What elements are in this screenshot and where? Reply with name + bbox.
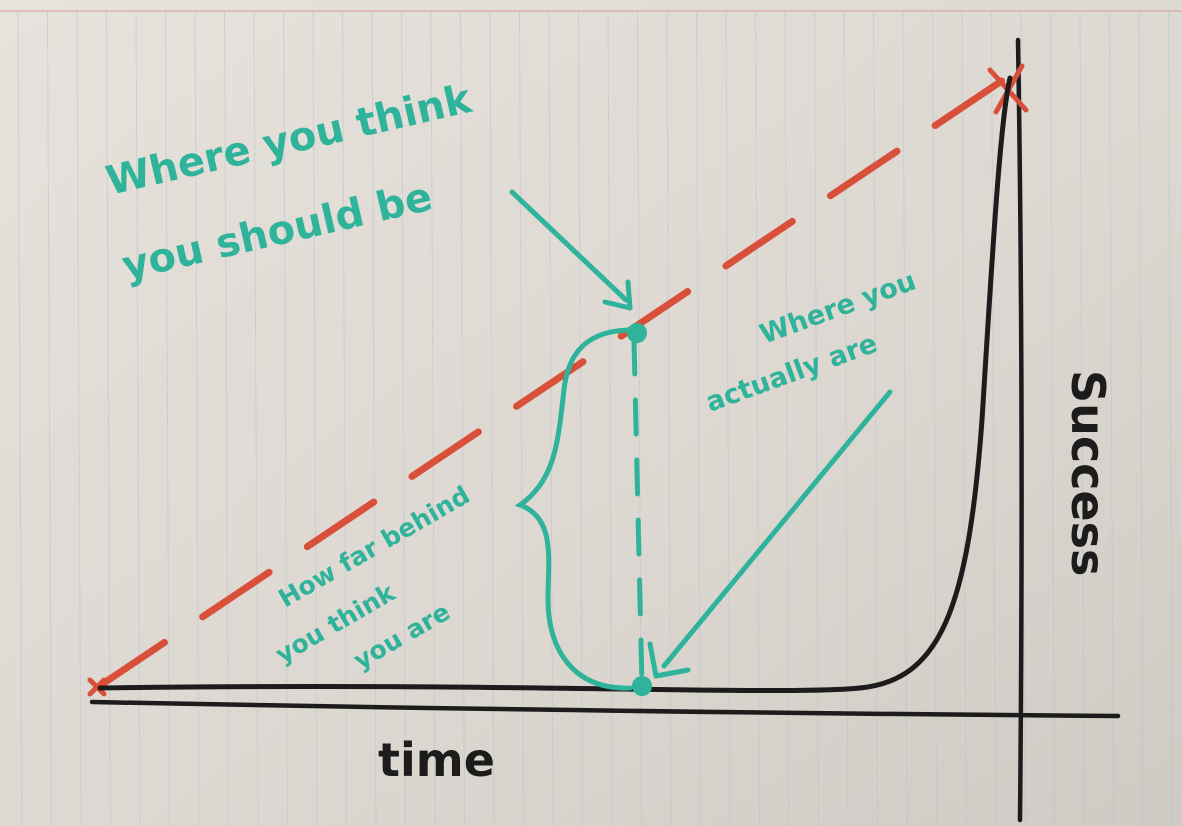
ruled-line [283,11,288,826]
ruled-line [76,11,82,826]
ruled-line [1079,11,1085,826]
ruled-line [1138,11,1144,826]
ruled-line [460,11,465,826]
should-be-point [627,323,647,343]
ruled-line [47,11,52,826]
ruled-line [932,11,937,826]
ruled-line [961,11,967,826]
x-axis [89,699,1121,719]
ruled-line [1109,11,1114,826]
ruled-line [401,11,406,826]
ruled-line [489,11,495,826]
arrow-to-actually-are-head [647,641,691,679]
ruled-line [253,11,259,826]
ruled-line [991,11,996,826]
arrow-to-should-be-head [602,279,633,311]
ruled-line [135,11,141,826]
ruled-line [194,11,200,826]
ruled-line [165,11,170,826]
gap-brace [514,327,635,691]
gap-dashed-line [631,337,645,689]
ruled-line [430,11,436,826]
y-axis [1015,37,1024,823]
ruled-line [17,11,23,826]
ruled-line [902,11,908,826]
ruled-line [312,11,318,826]
curve-think-should-be [94,68,1019,691]
x-axis-label: time [378,733,495,787]
arrow-to-actually-are [661,389,893,669]
ruled-line [1168,11,1173,826]
ruled-line [519,11,524,826]
actually-are-point [632,676,652,696]
curve-actually-are [97,75,1013,694]
ruled-line [371,11,377,826]
start-point-marker [87,677,107,697]
arrow-to-should-be [509,189,629,303]
ruled-line [224,11,229,826]
ruled-line [342,11,347,826]
ruled-line [1050,11,1055,826]
y-axis-label: Success [1061,370,1115,576]
ruled-line [873,11,878,826]
